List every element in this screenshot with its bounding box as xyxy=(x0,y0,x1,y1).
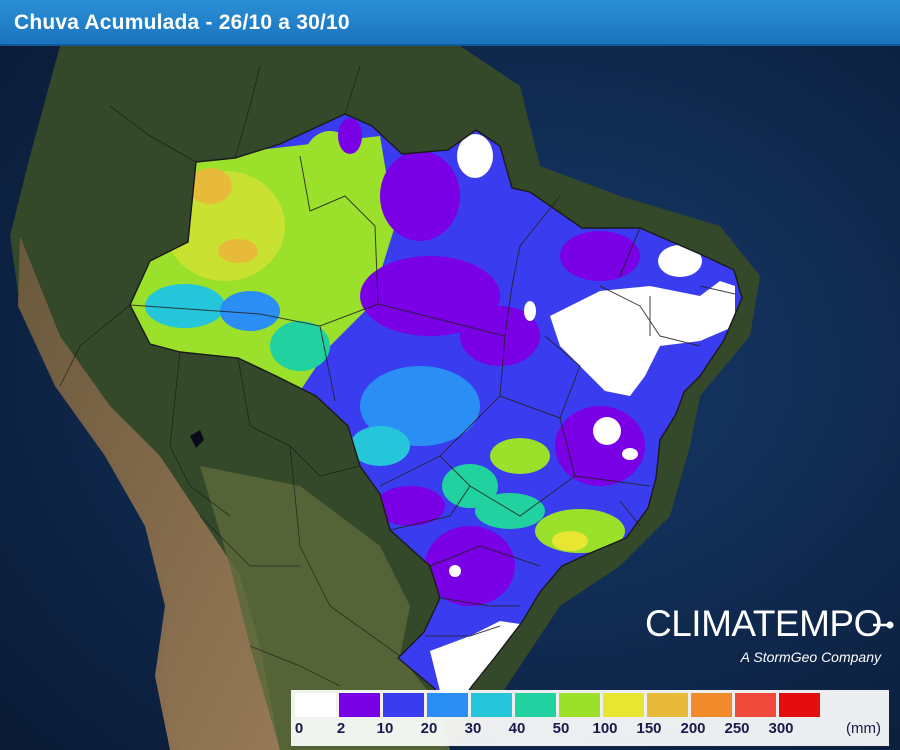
legend-tick-label: 200 xyxy=(680,720,706,737)
brand-logo: CLIMATEMPO A StormGeo Company xyxy=(645,602,895,672)
lake-icon xyxy=(190,430,204,448)
page-title: Chuva Acumulada - 26/10 a 30/10 xyxy=(14,11,350,34)
legend-tick-label: 150 xyxy=(636,720,662,737)
legend-tick-label: 50 xyxy=(552,720,570,737)
legend-swatch xyxy=(383,693,424,717)
legend-swatch xyxy=(735,693,776,717)
legend-swatch xyxy=(559,693,600,717)
legend-swatch xyxy=(779,693,820,717)
state-borders xyxy=(129,155,736,637)
legend-tick-label: 2 xyxy=(336,720,346,737)
legend-swatch xyxy=(427,693,468,717)
legend-swatches xyxy=(295,693,823,717)
rainfall-map xyxy=(0,46,900,750)
legend-tick-label: 40 xyxy=(508,720,526,737)
legend-tick-label: 30 xyxy=(464,720,482,737)
legend-swatch xyxy=(339,693,380,717)
logo-arrow-icon xyxy=(873,621,894,629)
legend-unit: (mm) xyxy=(846,720,881,737)
brand-name: CLIMATEMPO xyxy=(645,603,882,644)
country-borders xyxy=(59,65,401,687)
legend-tick-label: 100 xyxy=(592,720,618,737)
chaco-region xyxy=(200,466,450,750)
legend-tick-label: 20 xyxy=(420,720,438,737)
andes-region xyxy=(18,236,280,750)
legend-swatch xyxy=(515,693,556,717)
legend-tick-label: 0 xyxy=(294,720,304,737)
legend-swatch xyxy=(691,693,732,717)
legend-tick-label: 10 xyxy=(376,720,394,737)
title-bar: Chuva Acumulada - 26/10 a 30/10 xyxy=(0,0,900,46)
legend-tick-label: 250 xyxy=(724,720,750,737)
legend-swatch xyxy=(647,693,688,717)
legend-tick-label: 300 xyxy=(768,720,794,737)
legend-swatch xyxy=(295,693,336,717)
brand-subtitle: A StormGeo Company xyxy=(740,649,881,665)
legend-swatch xyxy=(471,693,512,717)
legend-swatch xyxy=(603,693,644,717)
color-legend: 0 2 10 20 30 40 50 100 150 200 250 300 (mm) xyxy=(291,690,889,746)
legend-ticks: 0 2 10 20 30 40 50 100 150 200 250 300 xyxy=(291,720,889,742)
